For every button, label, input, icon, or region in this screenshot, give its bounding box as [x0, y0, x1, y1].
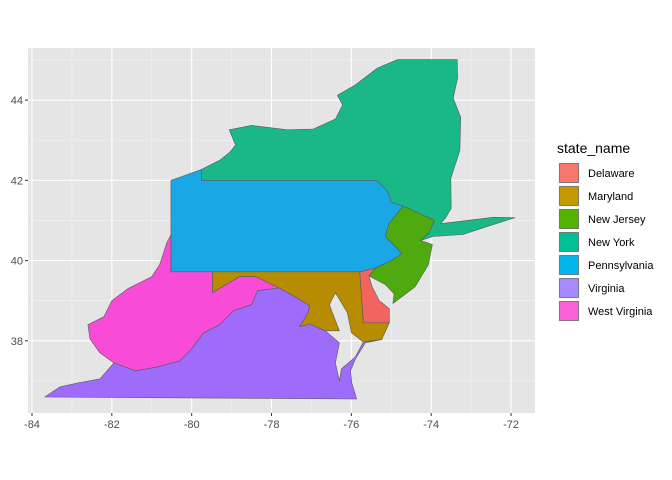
legend-items: Delaware Maryland New Jersey New York Pennsy… — [558, 162, 654, 322]
legend-label-new-york: New York — [588, 237, 635, 249]
region-new-jersey — [368, 205, 435, 304]
legend-label-virginia: Virginia — [588, 283, 625, 295]
legend-title: state_name — [557, 140, 630, 156]
x-tick-label: -82 — [104, 419, 120, 431]
x-tick-label: -74 — [423, 419, 439, 431]
y-tick-label: 40 — [11, 256, 23, 268]
legend-swatch-pennsylvania — [559, 255, 579, 275]
legend-swatch-maryland — [559, 186, 579, 206]
y-tick-label: 42 — [11, 175, 23, 187]
legend-label-west-virginia: West Virginia — [588, 306, 653, 318]
legend-label-pennsylvania: Pennsylvania — [588, 260, 654, 272]
state-regions — [44, 59, 516, 400]
legend-swatch-new-jersey — [559, 209, 579, 229]
y-tick-label: 38 — [11, 336, 23, 348]
legend-swatch-new-york — [559, 232, 579, 252]
legend-swatch-west-virginia — [559, 301, 579, 321]
x-tick-label: -80 — [184, 419, 200, 431]
region-virginia — [44, 287, 382, 400]
legend-swatch-delaware — [559, 163, 579, 183]
axis-ticks: -84 -82 -80 -78 -76 -74 -72 38 40 42 44 — [11, 95, 519, 431]
legend-swatch-virginia — [559, 278, 579, 298]
region-pennsylvania — [170, 169, 404, 273]
legend-label-delaware: Delaware — [588, 168, 634, 180]
legend-label-maryland: Maryland — [588, 191, 633, 203]
x-tick-label: -78 — [264, 419, 280, 431]
legend: state_name Delaware Maryland New Jersey New… — [557, 140, 654, 322]
x-tick-label: -72 — [503, 419, 519, 431]
y-tick-label: 44 — [11, 95, 23, 107]
x-tick-label: -76 — [343, 419, 359, 431]
legend-label-new-jersey: New Jersey — [588, 214, 646, 226]
x-tick-label: -84 — [24, 419, 40, 431]
